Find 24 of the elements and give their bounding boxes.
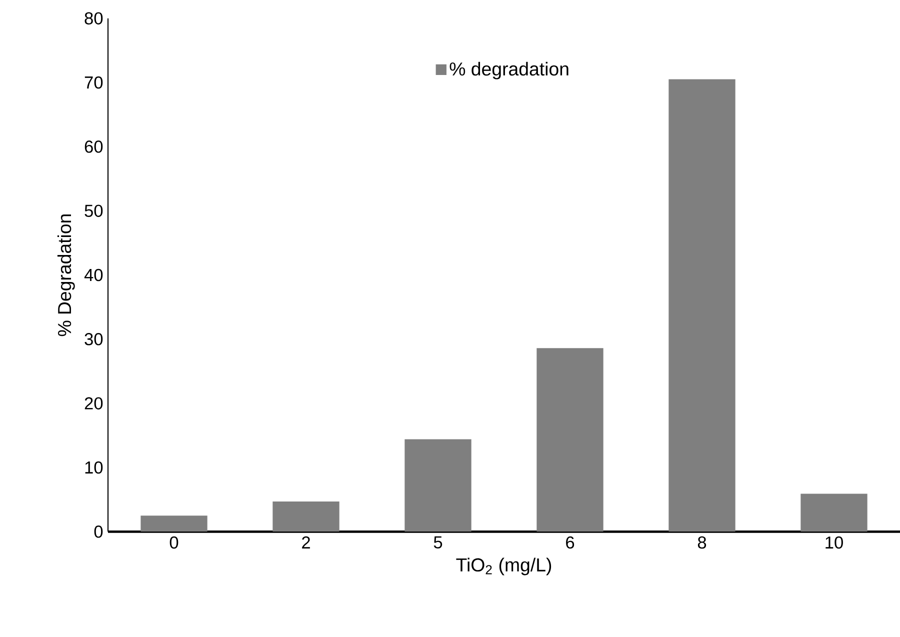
y-tick-label: 0 <box>94 526 103 538</box>
legend-label: % degradation <box>450 62 568 80</box>
bar <box>140 516 208 532</box>
y-axis-title: % Degradation <box>57 214 75 336</box>
bar <box>272 502 340 532</box>
bar <box>536 348 604 532</box>
y-tick-label: 70 <box>84 76 103 89</box>
x-tick-label: 10 <box>826 536 843 549</box>
y-tick-label: 50 <box>84 204 103 217</box>
x-tick-label: 2 <box>302 536 310 548</box>
bar <box>668 79 736 532</box>
x-tick-label: 5 <box>434 536 442 548</box>
y-tick-label: 80 <box>84 12 103 24</box>
y-tick-label: 20 <box>84 397 103 410</box>
y-tick-label: 10 <box>85 461 103 474</box>
y-tick-label: 40 <box>84 268 103 282</box>
x-tick-label: 6 <box>566 536 574 549</box>
x-tick-label: 8 <box>698 536 706 549</box>
x-axis-title: TiO$_{2}$ (mg/L) <box>456 558 552 576</box>
bar <box>404 439 472 532</box>
bar <box>800 494 868 532</box>
y-tick-label: 60 <box>84 140 103 153</box>
x-tick-label: 0 <box>170 536 178 549</box>
y-tick-label: 30 <box>84 333 103 346</box>
